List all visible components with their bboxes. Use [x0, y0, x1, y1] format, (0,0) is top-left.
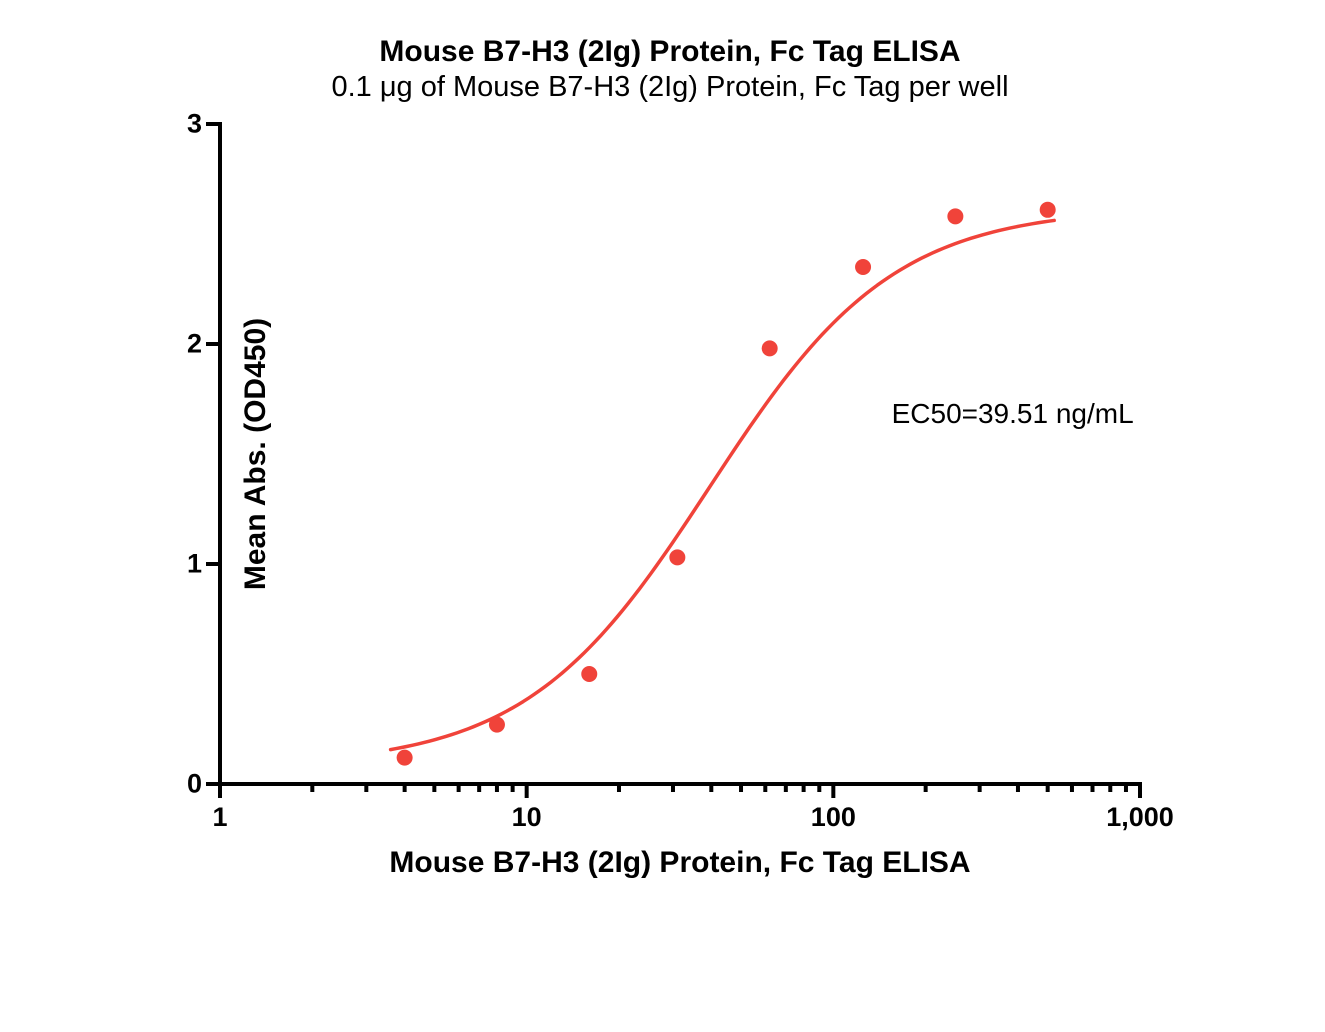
chart-subtitle: 0.1 μg of Mouse B7-H3 (2Ig) Protein, Fc …	[70, 71, 1270, 104]
x-tick-label: 10	[512, 802, 542, 833]
x-tick-label: 100	[811, 802, 856, 833]
chart-container: Mouse B7-H3 (2Ig) Protein, Fc Tag ELISA …	[70, 35, 1270, 995]
y-tick-label: 3	[187, 109, 202, 140]
y-tick-label: 0	[187, 769, 202, 800]
x-tick-label: 1,000	[1106, 802, 1174, 833]
x-axis-label: Mouse B7-H3 (2Ig) Protein, Fc Tag ELISA	[389, 846, 970, 879]
plot-wrapper: Mean Abs. (OD450) 0123 1101001,000 EC50=…	[220, 124, 1270, 784]
annotation-text: EC50=39.51 ng/mL	[892, 398, 1134, 430]
chart-title-area: Mouse B7-H3 (2Ig) Protein, Fc Tag ELISA …	[70, 35, 1270, 104]
x-tick-label: 1	[212, 802, 227, 833]
plot-area: 0123 1101001,000 EC50=39.51 ng/mL Mouse …	[220, 124, 1140, 784]
y-tick-label: 2	[187, 329, 202, 360]
chart-svg	[220, 124, 1140, 784]
chart-title: Mouse B7-H3 (2Ig) Protein, Fc Tag ELISA	[70, 35, 1270, 69]
y-tick-label: 1	[187, 549, 202, 580]
